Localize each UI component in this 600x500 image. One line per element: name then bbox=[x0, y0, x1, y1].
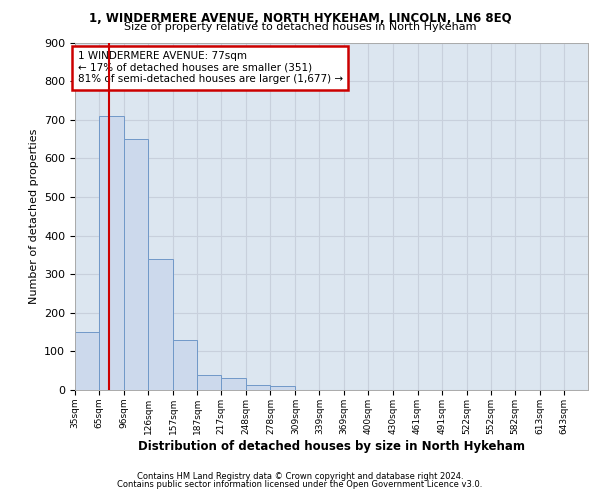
Bar bbox=[99, 116, 124, 390]
Bar bbox=[173, 340, 197, 390]
Bar bbox=[246, 386, 271, 390]
Bar bbox=[197, 374, 221, 390]
Bar bbox=[221, 378, 246, 390]
Y-axis label: Number of detached properties: Number of detached properties bbox=[29, 128, 38, 304]
Text: Size of property relative to detached houses in North Hykeham: Size of property relative to detached ho… bbox=[124, 22, 476, 32]
Text: Contains public sector information licensed under the Open Government Licence v3: Contains public sector information licen… bbox=[118, 480, 482, 489]
Bar bbox=[271, 386, 295, 390]
Bar bbox=[75, 332, 99, 390]
X-axis label: Distribution of detached houses by size in North Hykeham: Distribution of detached houses by size … bbox=[138, 440, 525, 452]
Bar bbox=[124, 139, 148, 390]
Text: 1, WINDERMERE AVENUE, NORTH HYKEHAM, LINCOLN, LN6 8EQ: 1, WINDERMERE AVENUE, NORTH HYKEHAM, LIN… bbox=[89, 12, 511, 26]
Text: 1 WINDERMERE AVENUE: 77sqm
← 17% of detached houses are smaller (351)
81% of sem: 1 WINDERMERE AVENUE: 77sqm ← 17% of deta… bbox=[77, 51, 343, 84]
Text: Contains HM Land Registry data © Crown copyright and database right 2024.: Contains HM Land Registry data © Crown c… bbox=[137, 472, 463, 481]
Bar bbox=[148, 258, 173, 390]
